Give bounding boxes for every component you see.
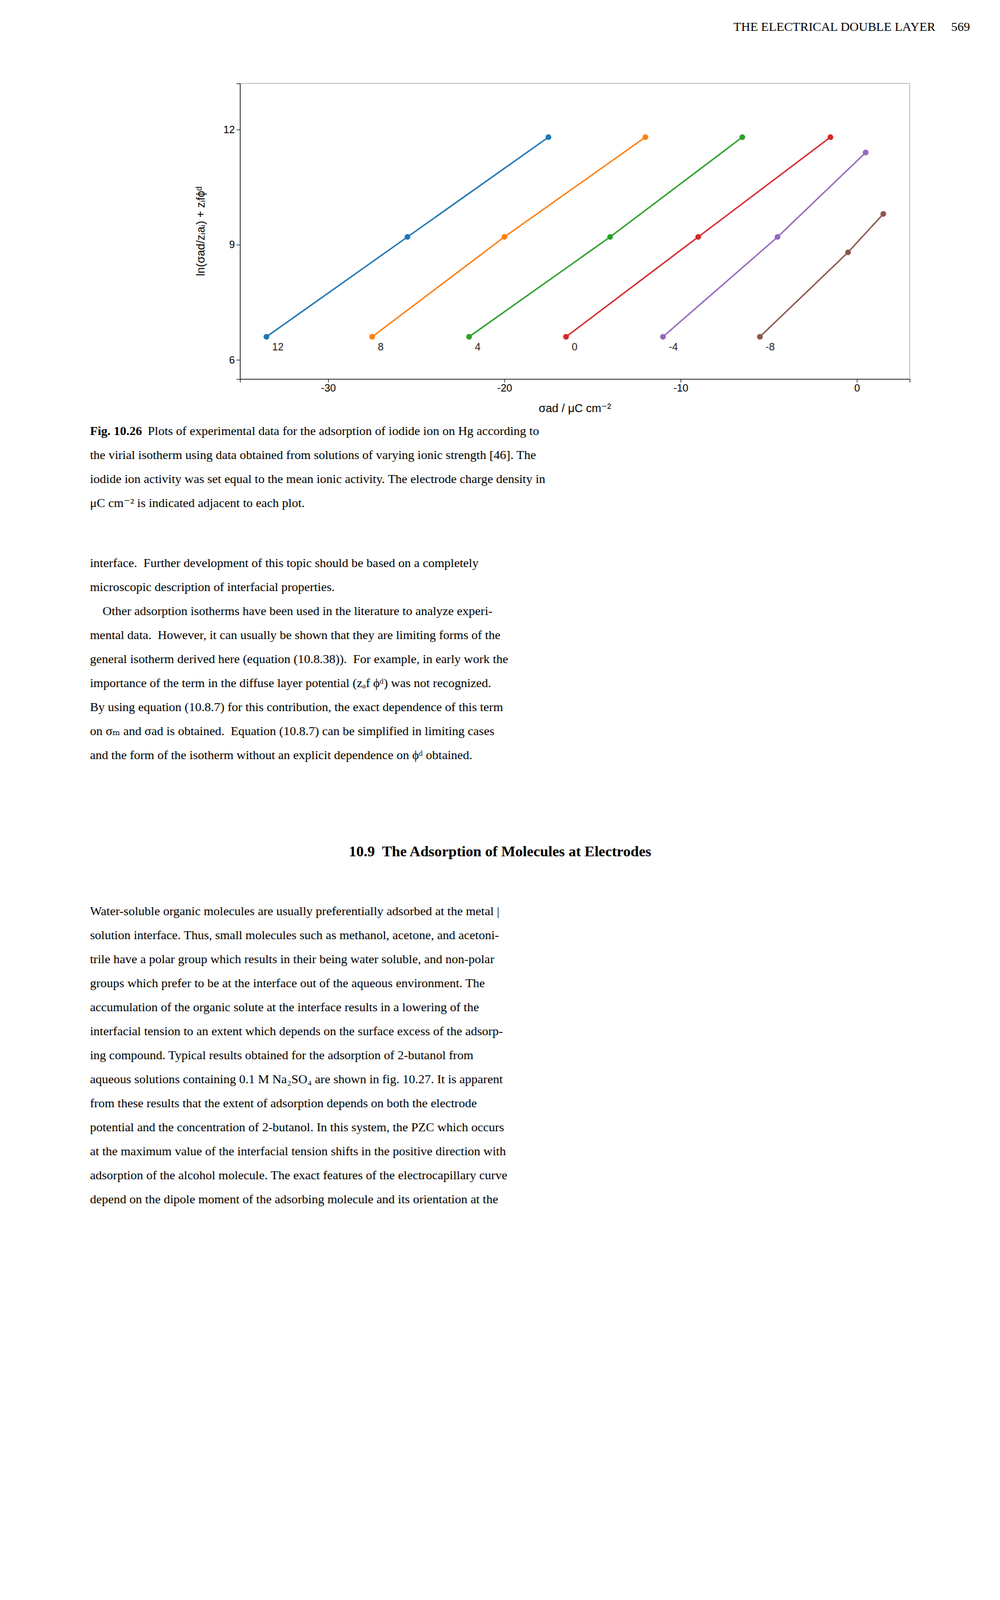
y-axis: 6 9 12 <box>223 84 241 380</box>
section-line: groups which prefer to be at the interfa… <box>90 975 486 990</box>
series-label: 8 <box>377 341 384 353</box>
series-line <box>662 152 866 337</box>
series-point <box>607 234 614 240</box>
series-point <box>695 234 702 240</box>
section-line: aqueous solutions containing 0.1 M Na₂SO… <box>90 1071 503 1086</box>
y-tick: 12 <box>223 124 240 136</box>
body-line: and the form of the isotherm without an … <box>90 747 473 762</box>
caption-line: Plots of experimental data for the adsor… <box>148 423 540 438</box>
series-point <box>845 249 851 255</box>
series-line <box>760 213 884 337</box>
y-axis-line <box>236 84 241 380</box>
section-line: solution interface. Thus, small molecule… <box>90 927 500 942</box>
series-point <box>774 234 781 240</box>
x-axis-line <box>240 379 911 383</box>
x-tick: -20 <box>497 378 512 394</box>
series-point <box>369 333 375 340</box>
y-tick: 6 <box>229 354 240 366</box>
body-line: Other adsorption isotherms have been use… <box>90 603 493 618</box>
series-point <box>757 333 763 340</box>
x-axis-title: σad / μC cm⁻² <box>538 401 612 415</box>
series-label: 4 <box>474 341 481 353</box>
series-point <box>466 333 472 340</box>
chart: -30 -20 -10 0 6 9 12 σad / μC cm⁻² ln(σad/zᵢaᵢ) … <box>194 83 911 415</box>
series <box>660 149 869 340</box>
series-line <box>266 137 548 337</box>
y-tick-label: 6 <box>229 354 235 366</box>
body-line: on σₘ and σad is obtained. Equation (10.… <box>90 723 495 738</box>
body-line: general isotherm derived here (equation … <box>90 651 509 666</box>
section-line: from these results that the extent of ad… <box>90 1095 478 1110</box>
x-tick-label: -30 <box>321 382 336 394</box>
body-line: interface. Further development of this t… <box>90 555 479 570</box>
body-line: mental data. However, it can usually be … <box>90 627 501 642</box>
plot-area <box>263 134 886 340</box>
series <box>466 134 746 340</box>
series-point <box>501 234 508 240</box>
series-point <box>827 134 834 140</box>
x-tick: -30 <box>321 378 336 394</box>
series-point <box>642 134 648 140</box>
y-tick-mark <box>236 359 240 360</box>
series-labels: 12 8 4 0 -4 -8 <box>272 341 775 353</box>
section-line: interfacial tension to an extent which d… <box>90 1023 504 1038</box>
series-point <box>880 210 887 217</box>
x-axis: -30 -20 -10 0 <box>240 378 911 394</box>
section-line: Water-soluble organic molecules are usua… <box>90 903 500 918</box>
page: THE ELECTRICAL DOUBLE LAYER 569 -30 -20 -10… <box>0 0 1000 1600</box>
section-line: ing compound. Typical results obtained f… <box>90 1047 474 1062</box>
series-point <box>660 333 666 340</box>
page-header: THE ELECTRICAL DOUBLE LAYER 569 <box>733 19 971 34</box>
caption-line: μC cm⁻² is indicated adjacent to each pl… <box>90 495 306 510</box>
y-tick-mark <box>236 129 240 131</box>
body-line: microscopic description of interfacial p… <box>90 579 335 594</box>
section-line: potential and the concentration of 2-but… <box>90 1119 505 1134</box>
y-tick: 9 <box>229 238 240 251</box>
caption-label: Fig. 10.26 <box>90 423 143 438</box>
body-line: importance of the term in the diffuse la… <box>90 675 492 690</box>
x-tick: 0 <box>854 378 860 394</box>
series <box>563 134 834 340</box>
section-line: accumulation of the organic solute at th… <box>90 999 480 1014</box>
series-point <box>862 149 869 156</box>
series-label: -4 <box>668 341 678 353</box>
series-point <box>563 333 570 340</box>
caption-line: the virial isotherm using data obtained … <box>90 447 536 462</box>
y-tick-label: 12 <box>223 124 235 136</box>
series-point <box>545 134 552 140</box>
series-label: -8 <box>765 341 775 353</box>
series-point <box>739 134 746 140</box>
section-line: trile have a polar group which results i… <box>90 951 495 966</box>
series-point <box>404 234 411 240</box>
section-line: adsorption of the alcohol molecule. The … <box>90 1167 508 1182</box>
section-line: depend on the dipole moment of the adsor… <box>90 1191 499 1206</box>
section-title: 10.9 The Adsorption of Molecules at Elec… <box>348 842 651 860</box>
x-tick-label: -10 <box>673 382 689 394</box>
y-tick-mark <box>236 244 240 246</box>
x-tick-label: 0 <box>854 382 860 394</box>
y-tick-label: 9 <box>229 238 235 251</box>
x-tick: -10 <box>673 378 689 394</box>
plot-frame <box>240 83 910 379</box>
series-label: 12 <box>272 341 284 353</box>
caption-line: iodide ion activity was set equal to the… <box>90 471 546 486</box>
series <box>757 210 887 340</box>
body-line: By using equation (10.8.7) for this cont… <box>90 699 504 714</box>
series-line <box>372 137 646 337</box>
y-axis-title: ln(σad/zᵢaᵢ) + zᵢfϕᵈ <box>194 186 207 276</box>
section-line: at the maximum value of the interfacial … <box>90 1143 507 1158</box>
series-label: 0 <box>572 341 578 353</box>
x-tick-label: -20 <box>497 382 512 394</box>
series-point <box>263 333 270 340</box>
